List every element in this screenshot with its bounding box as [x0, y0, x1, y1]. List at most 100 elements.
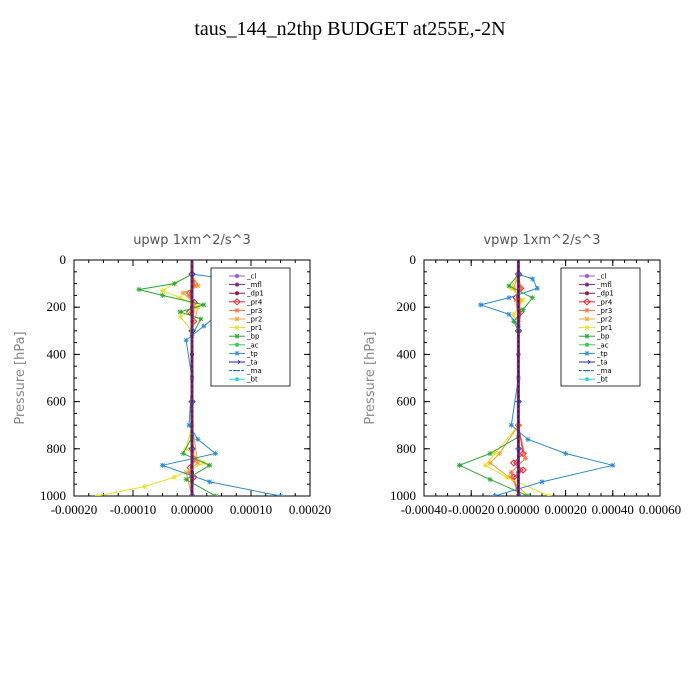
legend-marker [235, 377, 239, 382]
x-tick-label: -0.00020 [448, 502, 495, 517]
legend-label: _ac [596, 341, 609, 349]
legend-label: _pr4 [246, 298, 263, 306]
series-group [456, 260, 616, 496]
legend-label: _ta [246, 359, 258, 367]
series-point-pr2 [487, 460, 493, 466]
series-line-bp [138, 273, 216, 496]
legend-label: _pr4 [596, 298, 613, 306]
x-tick-label: 0.00060 [639, 502, 681, 517]
series-point-tp [506, 295, 512, 301]
y-tick-label: 600 [397, 394, 417, 409]
y-tick-label: 400 [397, 346, 417, 361]
series-point-bp [183, 476, 189, 482]
y-tick-label: 0 [60, 252, 67, 267]
series-point-tp [508, 422, 514, 428]
series-point-bp [201, 302, 207, 308]
legend-label: _dp1 [246, 290, 264, 298]
panel-1: upwp 1xm^2/s^3 Pressure [hPa] 0 200 400 600 80… [13, 233, 331, 517]
legend-marker [585, 342, 589, 347]
series-point-pr1 [520, 297, 526, 303]
legend-marker [235, 291, 239, 296]
x-tick-label: -0.00040 [401, 502, 448, 517]
legend-label: _ta [596, 359, 608, 367]
series-point-tp [534, 285, 540, 291]
legend-label: _bp [596, 333, 610, 341]
y-axis-label: Pressure [hPa] [363, 331, 378, 424]
legend-marker [585, 291, 589, 296]
series-point-bp [506, 283, 512, 289]
series-point-pr1 [95, 493, 101, 496]
panel-2: vpwp 1xm^2/s^3 Pressure [hPa] 0 200 400 600 80… [363, 233, 681, 517]
legend-marker [234, 350, 240, 356]
series-point-pr3 [508, 469, 514, 475]
series-point-bp [525, 493, 531, 496]
legend-label: _cl [246, 273, 256, 281]
legend-label: _pr1 [596, 324, 612, 332]
series-point-pr4 [509, 459, 518, 467]
legend-label: _pr2 [246, 316, 262, 324]
series-point-bp [530, 295, 536, 301]
series-point-tp [201, 323, 207, 329]
series-point-tp [207, 479, 213, 485]
series-point-tp [183, 337, 189, 343]
series-point-tp [563, 451, 569, 457]
legend-label: _tp [596, 350, 608, 358]
legend-marker [585, 282, 589, 287]
series-point-pr1 [195, 304, 201, 310]
series-point-tp [213, 451, 219, 457]
series-point-bp [207, 462, 213, 468]
series-point-pr3 [522, 455, 528, 461]
legend-label: _pr3 [246, 307, 262, 315]
series-point-tp [506, 311, 512, 317]
legend-marker [584, 307, 590, 313]
series-point-ta [189, 493, 196, 496]
legend-marker [584, 350, 590, 356]
legend-marker [585, 377, 589, 382]
series-point-pr1 [142, 484, 148, 490]
series-point-tp [530, 276, 536, 282]
series-point-pr1 [171, 474, 177, 480]
legend-marker [235, 274, 239, 278]
legend-marker [235, 282, 239, 287]
legend-box [560, 267, 641, 387]
legend-label: _ma [246, 367, 262, 375]
legend-marker [233, 298, 241, 306]
x-tick-label: 0.00010 [230, 502, 272, 517]
series-point-pr1 [546, 493, 552, 496]
legend-marker [584, 316, 590, 322]
series-point-tp [539, 479, 545, 485]
legend-label: _mfl [596, 281, 612, 289]
x-tick-label: -0.00010 [110, 502, 157, 517]
series-point-bp [520, 307, 526, 313]
series-point-bp [456, 462, 462, 468]
x-tick-label: -0.00020 [51, 502, 98, 517]
series-point-bp [213, 493, 219, 496]
series-point-bp [136, 287, 142, 292]
legend-marker [234, 359, 241, 365]
legend: _cl_mfl_dp1_pr4_pr3_pr2_pr1_bp_ac_tp_ta_… [210, 267, 291, 387]
series-point-pr4 [519, 449, 527, 458]
series-point-pr1 [482, 462, 488, 468]
y-tick-label: 1000 [40, 488, 66, 503]
x-tick-label: 0.00020 [289, 502, 331, 517]
page-title: taus_144_n2thp BUDGET at255E,-2N [194, 18, 506, 40]
y-tick-label: 800 [47, 441, 67, 456]
legend-box [210, 267, 291, 387]
legend-label: _mfl [246, 281, 262, 289]
y-tick-label: 1000 [390, 488, 416, 503]
legend-label: _bt [246, 376, 258, 384]
legend-label: _cl [596, 273, 606, 281]
x-tick-label: 0.00000 [171, 502, 213, 517]
panel-title: upwp 1xm^2/s^3 [133, 233, 251, 248]
y-axis-label: Pressure [hPa] [13, 331, 28, 424]
y-tick-label: 0 [410, 252, 417, 267]
series-point-pr2 [195, 283, 201, 289]
legend-label: _pr1 [246, 324, 262, 332]
legend-marker [234, 316, 240, 322]
series-point-bp [487, 476, 493, 482]
series-point-bp [177, 309, 183, 315]
series-point-bp [160, 292, 165, 298]
series-point-bp [487, 451, 493, 457]
series-point-pr1 [511, 311, 517, 317]
